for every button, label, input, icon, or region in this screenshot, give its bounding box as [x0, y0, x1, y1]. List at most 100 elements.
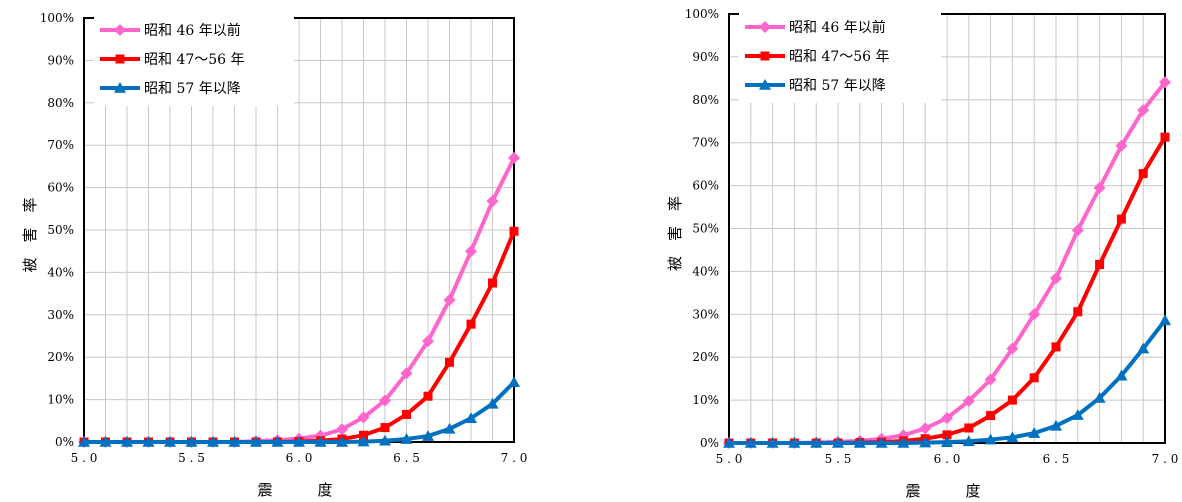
- data-point: [336, 436, 348, 447]
- grid: [728, 13, 1166, 444]
- y-tick-label: 80%: [47, 96, 74, 110]
- data-point: [1159, 76, 1171, 89]
- data-point: [250, 436, 262, 447]
- data-point: [1028, 308, 1041, 321]
- data-point: [509, 226, 519, 236]
- data-point: [723, 437, 735, 448]
- x-axis-label: 震 度: [257, 481, 332, 499]
- data-point: [508, 376, 520, 388]
- data-point: [1006, 431, 1019, 443]
- legend-label: 昭和 46 年以前: [789, 19, 886, 36]
- y-tick-label: 20%: [692, 350, 719, 364]
- data-point: [488, 278, 497, 288]
- data-point: [486, 397, 499, 409]
- y-tick-label: 20%: [47, 350, 74, 364]
- data-point: [1093, 181, 1106, 194]
- data-point: [788, 437, 801, 448]
- data-point: [357, 411, 370, 424]
- data-point: [443, 293, 456, 306]
- damage-rate-chart-left: 0% 10% 20% 30% 40% 50% 60% 70% 80% 90% 100% 5 . 0 5 …: [21, 11, 528, 499]
- data-point: [1095, 260, 1105, 270]
- y-tick-label: 50%: [692, 222, 719, 236]
- data-point: [919, 436, 932, 448]
- y-tick-label: 0%: [55, 435, 74, 449]
- data-point: [121, 436, 133, 447]
- legend-item: 昭和 47～56 年: [745, 49, 890, 65]
- series-3: [723, 314, 1171, 448]
- legend-item: 昭和 57 年以降: [100, 81, 241, 97]
- x-tick-label: 6 . 0: [934, 452, 961, 466]
- data-point: [1093, 391, 1106, 403]
- data-point: [422, 430, 434, 441]
- legend-label: 昭和 47～56 年: [789, 49, 890, 65]
- data-point: [1029, 373, 1039, 383]
- data-point: [466, 319, 476, 329]
- data-point: [78, 436, 90, 447]
- data-point: [1006, 342, 1019, 355]
- y-tick-label: 90%: [47, 53, 74, 67]
- legend-item: 昭和 46 年以前: [745, 19, 886, 36]
- y-tick-label: 40%: [692, 264, 719, 278]
- data-point: [962, 394, 975, 407]
- y-tick-label: 50%: [47, 223, 74, 237]
- data-point: [1115, 369, 1128, 381]
- legend-item: 昭和 47～56 年: [100, 52, 245, 68]
- y-tick-label: 60%: [47, 181, 74, 195]
- data-point: [314, 436, 327, 447]
- legend-swatch-marker: [759, 21, 771, 33]
- data-point: [336, 423, 348, 436]
- data-point: [271, 436, 284, 447]
- legend-item: 昭和 57 年以降: [745, 78, 886, 94]
- data-point: [465, 412, 477, 424]
- data-point: [941, 412, 953, 425]
- legend-swatch-marker: [114, 82, 126, 93]
- damage-rate-chart-right: 0% 10% 20% 30% 40% 50% 60% 70% 80% 90% 100% 5 . 0 5 …: [666, 7, 1179, 500]
- data-point: [897, 437, 910, 448]
- data-point: [942, 430, 952, 440]
- data-point: [984, 373, 997, 386]
- data-point: [1159, 314, 1171, 326]
- x-tick-label: 7 . 0: [501, 451, 528, 465]
- data-point: [1071, 224, 1084, 237]
- data-point: [99, 436, 112, 447]
- data-point: [1050, 419, 1062, 431]
- data-point: [486, 195, 499, 208]
- data-point: [142, 436, 155, 447]
- legend-swatch-marker: [759, 79, 771, 90]
- data-point: [400, 367, 413, 380]
- data-point: [962, 435, 975, 447]
- data-point: [400, 433, 413, 444]
- legend-swatch-marker: [115, 54, 125, 64]
- legend-item: 昭和 46 年以前: [100, 22, 241, 39]
- y-tick-label: 10%: [692, 393, 719, 407]
- x-tick-label: 6 . 5: [393, 451, 420, 465]
- legend-label: 昭和 57 年以降: [789, 78, 886, 94]
- x-tick-label: 7 . 0: [1152, 452, 1179, 466]
- data-point: [379, 434, 391, 446]
- data-point: [443, 422, 456, 434]
- series-3: [78, 376, 520, 447]
- data-point: [1137, 104, 1150, 117]
- y-tick-label: 0%: [700, 436, 719, 450]
- data-point: [359, 430, 368, 440]
- data-point: [357, 435, 370, 447]
- data-point: [810, 437, 823, 448]
- data-point: [228, 436, 241, 447]
- data-point: [402, 409, 411, 419]
- y-tick-label: 10%: [47, 393, 74, 407]
- x-tick-label: 5 . 0: [71, 451, 98, 465]
- data-point: [832, 437, 844, 448]
- data-point: [1137, 342, 1150, 354]
- legend-label: 昭和 46 年以前: [144, 22, 241, 39]
- data-point: [422, 335, 434, 348]
- data-point: [293, 436, 305, 447]
- data-point: [1071, 409, 1084, 420]
- data-point: [423, 391, 433, 401]
- data-point: [919, 422, 932, 435]
- data-point: [380, 423, 390, 433]
- data-point: [744, 437, 757, 448]
- y-tick-label: 90%: [692, 50, 719, 64]
- x-tick-label: 6 . 5: [1043, 452, 1070, 466]
